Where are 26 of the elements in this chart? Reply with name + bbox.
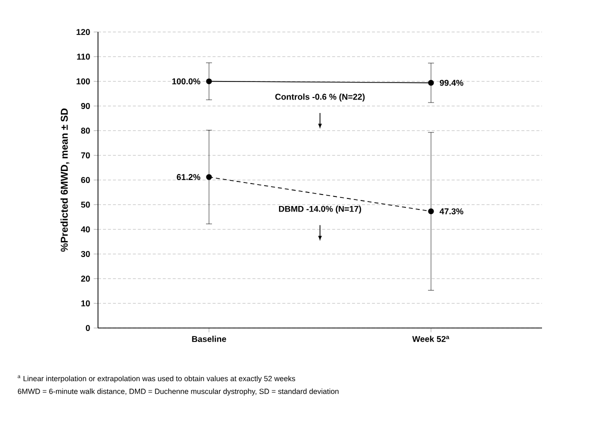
y-tick-label: 110 [77, 54, 90, 60]
y-tick-label: 70 [81, 152, 90, 158]
y-axis-title: %Predicted 6MWD, mean ± SD [60, 108, 70, 252]
y-tick-label: 100 [76, 78, 90, 84]
data-label: 100.0% [172, 78, 200, 84]
y-tick-label: 40 [80, 226, 90, 232]
y-tick-label: 90 [81, 103, 90, 109]
y-tick-label: 10 [81, 300, 90, 306]
y-tick-label: 50 [81, 202, 90, 208]
y-tick-label: 20 [81, 276, 90, 282]
y-tick-label: 120 [76, 29, 90, 35]
point [206, 78, 212, 84]
series-label: DBMD -14.0% (N=17) [279, 206, 362, 214]
y-tick-label: 0 [86, 325, 90, 331]
y-tick-label: 30 [80, 251, 90, 257]
series-label: Controls -0.6 % (N=22) [275, 94, 365, 102]
y-tick-label: 60 [81, 177, 90, 183]
point [428, 208, 434, 214]
data-label: 47.3% [440, 208, 464, 214]
x-tick-label: Week 52$^{a}$ [412, 336, 450, 342]
point [206, 174, 212, 180]
data-label: 99.4% [440, 80, 464, 86]
x-tick-label: Baseline [192, 336, 226, 342]
data-label: 61.2% [176, 174, 200, 180]
y-tick-label: 80 [81, 128, 90, 134]
point [428, 80, 434, 86]
